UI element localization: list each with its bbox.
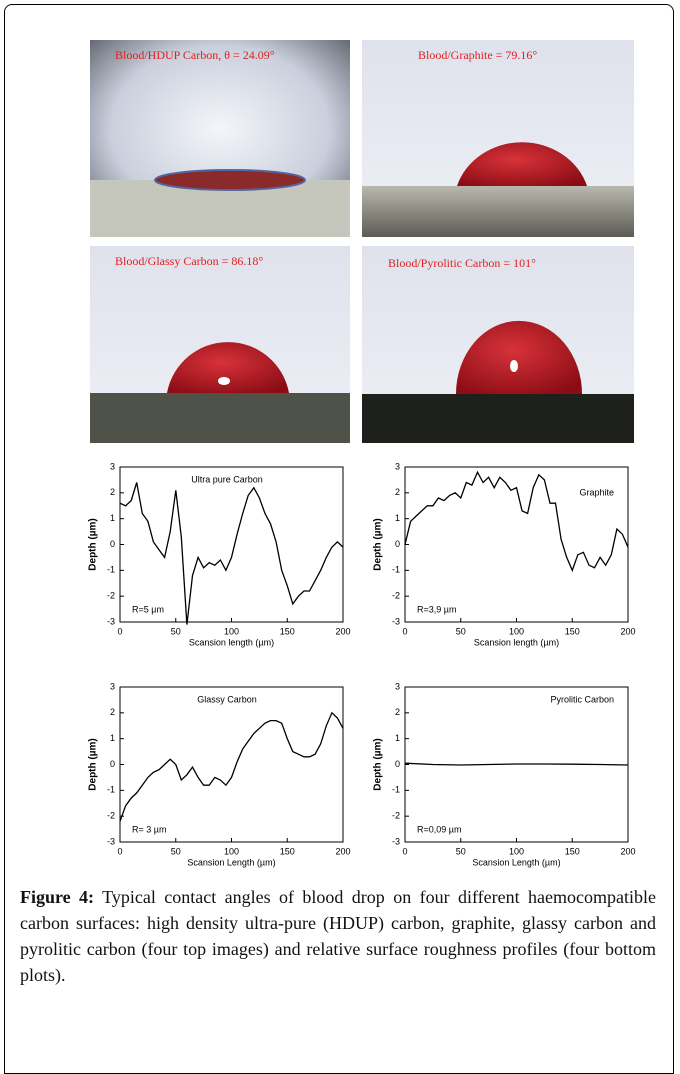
x-tick-label: 100 bbox=[509, 626, 524, 636]
x-tick-label: 50 bbox=[456, 626, 466, 636]
x-tick-label: 200 bbox=[335, 626, 350, 636]
y-tick-label: 0 bbox=[110, 759, 115, 769]
plot-title: Pyrolitic Carbon bbox=[550, 694, 614, 704]
profile-line bbox=[404, 762, 629, 766]
photo-label: Blood/Graphite = 79.16° bbox=[418, 48, 537, 62]
x-tick-label: 0 bbox=[402, 846, 407, 856]
roughness-note: R=0,09 µm bbox=[417, 824, 461, 834]
x-tick-label: 200 bbox=[620, 846, 635, 856]
y-tick-label: -1 bbox=[107, 785, 115, 795]
y-tick-label: 3 bbox=[110, 681, 115, 691]
photo bbox=[90, 246, 350, 443]
x-tick-label: 150 bbox=[280, 626, 295, 636]
plot-frame bbox=[119, 466, 344, 623]
x-tick-label: 100 bbox=[224, 626, 239, 636]
y-tick-label: 3 bbox=[395, 461, 400, 471]
y-tick-label: 0 bbox=[395, 759, 400, 769]
photo-label: Blood/HDUP Carbon, θ = 24.09° bbox=[115, 48, 275, 62]
y-tick-label: 1 bbox=[110, 513, 115, 523]
y-tick-label: -2 bbox=[392, 811, 400, 821]
figure: Blood/HDUP Carbon, θ = 24.09° Blood/Grap… bbox=[88, 40, 636, 867]
photo bbox=[90, 40, 350, 237]
x-axis-label: Scansion length (µm) bbox=[189, 637, 274, 647]
y-tick-label: 1 bbox=[395, 733, 400, 743]
y-tick-label: -1 bbox=[392, 565, 400, 575]
y-axis-label: Depth (µm) bbox=[88, 518, 99, 570]
x-tick-label: 100 bbox=[509, 846, 524, 856]
plot-title: Ultra pure Carbon bbox=[191, 474, 263, 484]
y-tick-label: -2 bbox=[107, 591, 115, 601]
y-axis-label: Depth (µm) bbox=[88, 738, 99, 790]
y-tick-label: -3 bbox=[392, 836, 400, 846]
y-tick-label: 2 bbox=[395, 487, 400, 497]
y-tick-label: 3 bbox=[110, 461, 115, 471]
x-tick-label: 0 bbox=[117, 626, 122, 636]
x-tick-label: 50 bbox=[456, 846, 466, 856]
plot-title: Glassy Carbon bbox=[197, 694, 257, 704]
y-tick-label: -1 bbox=[107, 565, 115, 575]
y-tick-label: 1 bbox=[110, 733, 115, 743]
profile-line bbox=[119, 711, 344, 822]
x-axis-label: Scansion Length (µm) bbox=[472, 857, 560, 867]
y-tick-label: -3 bbox=[107, 836, 115, 846]
x-tick-label: 150 bbox=[565, 846, 580, 856]
photo bbox=[362, 246, 634, 443]
caption: Figure 4: Typical contact angles of bloo… bbox=[20, 884, 656, 988]
profile-line bbox=[119, 482, 344, 625]
y-axis-label: Depth (µm) bbox=[373, 738, 384, 790]
x-tick-label: 150 bbox=[280, 846, 295, 856]
x-tick-label: 0 bbox=[117, 846, 122, 856]
roughness-note: R= 3 µm bbox=[132, 824, 166, 834]
y-tick-label: 1 bbox=[395, 513, 400, 523]
x-tick-label: 100 bbox=[224, 846, 239, 856]
y-tick-label: 2 bbox=[110, 707, 115, 717]
y-tick-label: -2 bbox=[107, 811, 115, 821]
y-tick-label: -1 bbox=[392, 785, 400, 795]
y-tick-label: 0 bbox=[395, 539, 400, 549]
x-tick-label: 0 bbox=[402, 626, 407, 636]
y-tick-label: -3 bbox=[392, 616, 400, 626]
x-tick-label: 50 bbox=[171, 846, 181, 856]
y-tick-label: 2 bbox=[110, 487, 115, 497]
roughness-note: R=3,9 µm bbox=[417, 604, 456, 614]
x-tick-label: 50 bbox=[171, 626, 181, 636]
y-tick-label: 3 bbox=[395, 681, 400, 691]
y-tick-label: -2 bbox=[392, 591, 400, 601]
plot-frame bbox=[119, 686, 344, 843]
y-axis-label: Depth (µm) bbox=[373, 518, 384, 570]
caption-text: Typical contact angles of blood drop on … bbox=[20, 887, 656, 985]
photo bbox=[362, 40, 634, 237]
x-tick-label: 150 bbox=[565, 626, 580, 636]
y-tick-label: 2 bbox=[395, 707, 400, 717]
roughness-note: R=5 µm bbox=[132, 604, 164, 614]
profile-line bbox=[404, 470, 629, 573]
caption-label: Figure 4: bbox=[20, 887, 95, 907]
y-tick-label: -3 bbox=[107, 616, 115, 626]
x-tick-label: 200 bbox=[335, 846, 350, 856]
photo-label: Blood/Glassy Carbon = 86.18° bbox=[115, 254, 263, 268]
x-tick-label: 200 bbox=[620, 626, 635, 636]
plot-title: Graphite bbox=[579, 487, 614, 497]
photo-label: Blood/Pyrolitic Carbon = 101° bbox=[388, 256, 536, 270]
x-axis-label: Scansion length (µm) bbox=[474, 637, 559, 647]
y-tick-label: 0 bbox=[110, 539, 115, 549]
x-axis-label: Scansion Length (µm) bbox=[187, 857, 275, 867]
